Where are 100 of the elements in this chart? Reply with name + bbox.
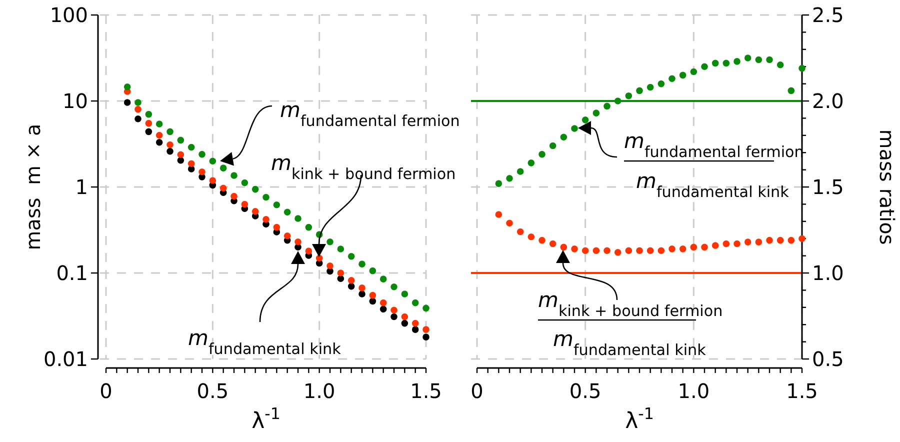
- point: [241, 200, 248, 208]
- point: [166, 148, 174, 155]
- point: [788, 87, 795, 94]
- point: [134, 115, 142, 122]
- point: [284, 208, 291, 216]
- point: [198, 168, 206, 176]
- point: [273, 201, 280, 208]
- point: [134, 106, 142, 113]
- point: [646, 84, 654, 91]
- point: [401, 320, 408, 327]
- point: [755, 238, 762, 246]
- point: [358, 260, 366, 268]
- point: [348, 277, 355, 284]
- point: [744, 238, 752, 246]
- point: [734, 58, 740, 65]
- y2-tick-label: 2.5: [812, 3, 844, 27]
- annotation: m$_{fundamental fermion}$: [280, 98, 460, 130]
- point: [798, 64, 806, 72]
- point: [549, 240, 556, 248]
- point: [145, 128, 152, 136]
- point: [326, 262, 334, 270]
- annotation: m$_{kink + bound fermion}$: [271, 151, 456, 183]
- point: [380, 276, 387, 282]
- annotation: m$_{fundamental kink}$: [553, 327, 706, 359]
- annotation: m$_{fundamental kink}$: [636, 169, 790, 201]
- point: [690, 68, 698, 76]
- x-tick-label: 1.5: [786, 379, 818, 403]
- point: [166, 141, 174, 148]
- point: [337, 275, 344, 282]
- point: [294, 238, 302, 246]
- point: [690, 244, 698, 251]
- point: [422, 326, 430, 333]
- point: [679, 246, 686, 252]
- point: [412, 299, 419, 306]
- x-tick-label: 0.5: [569, 379, 602, 403]
- point: [390, 313, 398, 320]
- point: [701, 244, 708, 251]
- point: [722, 60, 730, 67]
- y-tick-label: 1: [75, 175, 88, 199]
- point: [755, 56, 762, 64]
- point: [571, 246, 578, 252]
- x-tick-label: 1.0: [303, 379, 336, 403]
- x-tick-label: 0: [100, 379, 112, 403]
- point: [516, 168, 524, 175]
- point: [604, 102, 610, 110]
- point: [766, 56, 773, 64]
- point: [412, 320, 419, 327]
- point: [369, 267, 376, 274]
- point: [412, 326, 419, 333]
- point: [712, 242, 719, 249]
- point: [156, 132, 163, 139]
- point: [390, 306, 398, 314]
- point: [592, 247, 600, 254]
- point: [422, 304, 430, 312]
- point: [571, 125, 578, 132]
- y2-tick-label: 2.0: [812, 89, 844, 113]
- point: [177, 156, 184, 164]
- point: [516, 228, 524, 236]
- point: [495, 180, 502, 187]
- point: [614, 248, 622, 256]
- point: [188, 144, 195, 151]
- point: [252, 208, 259, 215]
- point: [582, 247, 589, 254]
- x-tick-label: 1.0: [678, 379, 710, 403]
- point: [284, 232, 291, 240]
- point: [124, 83, 131, 90]
- point: [369, 298, 376, 305]
- point: [230, 192, 238, 200]
- point: [528, 233, 535, 240]
- point: [560, 134, 568, 141]
- annotation: m$_{fundamental kink}$: [188, 326, 342, 358]
- point: [145, 120, 152, 127]
- point: [712, 60, 719, 67]
- y2-tick-label: 0.5: [812, 347, 844, 371]
- point: [592, 110, 600, 116]
- x-tick-label: 0.5: [196, 379, 229, 403]
- point: [636, 87, 643, 94]
- point: [636, 247, 643, 254]
- point: [124, 99, 131, 106]
- point: [701, 63, 708, 70]
- point: [722, 240, 730, 248]
- point: [604, 247, 610, 254]
- point: [348, 252, 355, 260]
- point: [177, 136, 184, 144]
- point: [252, 186, 259, 193]
- point: [241, 179, 248, 186]
- x-axis-title: λ$^{-1}$: [625, 404, 654, 434]
- point: [788, 236, 795, 244]
- annotation: m$_{kink + bound fermion}$: [538, 288, 723, 320]
- point: [358, 284, 366, 292]
- point: [380, 306, 387, 313]
- point: [209, 158, 216, 165]
- point: [744, 54, 752, 62]
- y2-axis-title: mass ratios: [875, 129, 899, 245]
- point: [156, 120, 163, 128]
- point: [305, 248, 312, 254]
- point: [538, 150, 546, 158]
- point: [220, 164, 227, 172]
- point: [177, 151, 184, 158]
- point: [560, 244, 568, 251]
